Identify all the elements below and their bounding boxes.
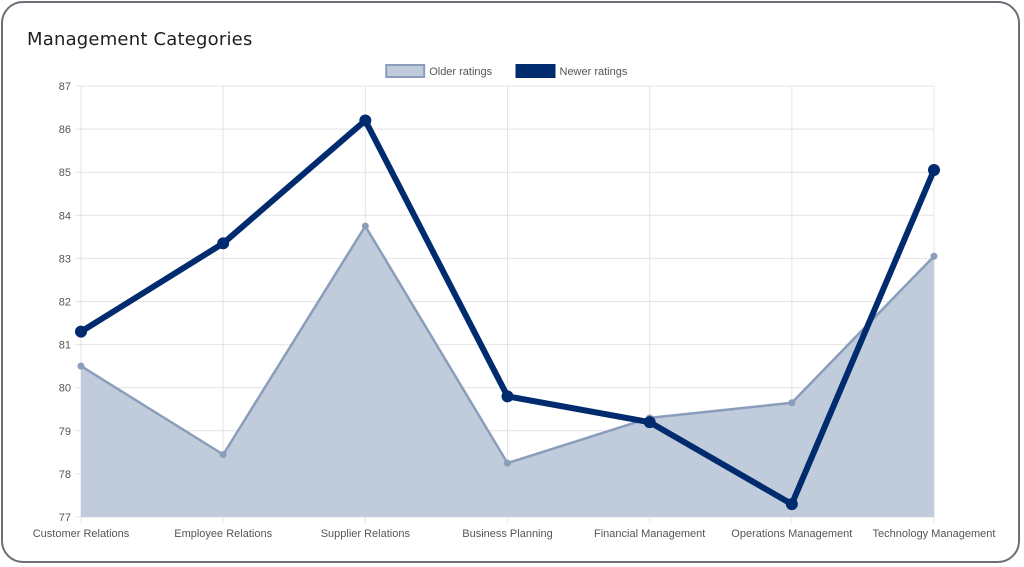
x-tick-label: Customer Relations [33,528,130,540]
series-area-1 [81,226,934,517]
x-tick-label: Technology Management [873,528,996,540]
y-tick-label: 83 [59,253,71,265]
legend-item-2[interactable]: Newer ratings [515,64,628,78]
series-2-point[interactable] [217,237,230,250]
series-2-point[interactable] [359,114,372,127]
x-tick-label: Employee Relations [174,528,272,540]
line-chart: 77 78 79 80 81 82 83 84 85 86 87 Customer Relations… [33,64,996,540]
series-1-point[interactable] [219,451,227,459]
legend-swatch [385,64,426,78]
series-2-point[interactable] [785,498,798,511]
chart-title: Management Categories [27,29,253,50]
y-tick-label: 79 [59,426,71,438]
legend-label: Older ratings [429,66,492,78]
series-points-layer [75,114,940,511]
y-tick-label: 82 [59,297,71,309]
axis-labels: 77 78 79 80 81 82 83 84 85 86 87 Customer Relations… [33,81,996,540]
x-tick-label: Supplier Relations [321,528,411,540]
y-tick-label: 80 [59,383,71,395]
chart-legend[interactable]: Older ratings Newer ratings [385,64,628,78]
series-1-point[interactable] [77,362,85,370]
series-2-point[interactable] [501,390,514,403]
series-1-point[interactable] [361,222,369,230]
legend-label: Newer ratings [560,66,628,78]
series-2-point[interactable] [928,164,940,177]
y-tick-label: 77 [59,512,71,524]
legend-swatch [515,64,556,78]
x-tick-label: Financial Management [594,528,705,540]
y-tick-label: 78 [59,469,71,481]
y-tick-label: 81 [59,340,71,352]
series-2-point[interactable] [643,416,656,429]
y-tick-label: 84 [59,210,71,222]
x-tick-label: Business Planning [462,528,553,540]
area-fill-layer [81,226,934,517]
series-1-point[interactable] [788,399,796,407]
series-1-point[interactable] [504,459,511,467]
series-1-point[interactable] [930,252,938,260]
x-tick-label: Operations Management [731,528,852,540]
y-tick-label: 87 [59,81,71,93]
y-tick-label: 86 [59,124,71,136]
series-2-point[interactable] [75,325,87,338]
y-tick-label: 85 [59,167,71,179]
legend-item-1[interactable]: Older ratings [385,64,493,78]
